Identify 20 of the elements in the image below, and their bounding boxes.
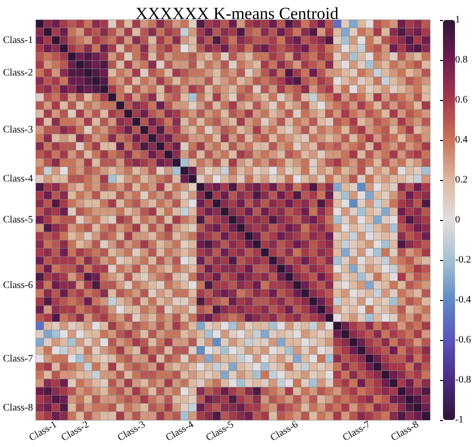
color-bar-label: 0.4 <box>455 134 468 146</box>
color-bar-label: 0 <box>455 214 460 226</box>
color-bar-label: -1 <box>455 414 464 426</box>
y-tick-label: Class-3 <box>3 124 33 136</box>
color-bar-label: -0.6 <box>455 334 472 346</box>
color-bar-label: -0.2 <box>455 254 472 266</box>
y-tick-label: Class-4 <box>3 174 33 185</box>
color-bar-label: 0.6 <box>455 94 468 106</box>
color-bar-label: -0.8 <box>455 374 472 386</box>
y-tick-label: Class-6 <box>3 280 33 291</box>
y-tick-label: Class-1 <box>3 34 33 46</box>
color-bar-label: 0.8 <box>455 54 468 66</box>
chart-title: XXXXXX K-means Centroid <box>135 4 340 23</box>
y-tick-label: Class-5 <box>3 214 33 226</box>
color-bar-label: 1 <box>455 14 460 26</box>
color-bar-label: -0.4 <box>455 294 472 306</box>
y-tick-label: Class-2 <box>3 68 33 79</box>
y-tick-label: Class-7 <box>3 353 33 364</box>
y-tick-label: Class-8 <box>3 402 33 414</box>
color-bar-label: 0.2 <box>455 174 468 186</box>
